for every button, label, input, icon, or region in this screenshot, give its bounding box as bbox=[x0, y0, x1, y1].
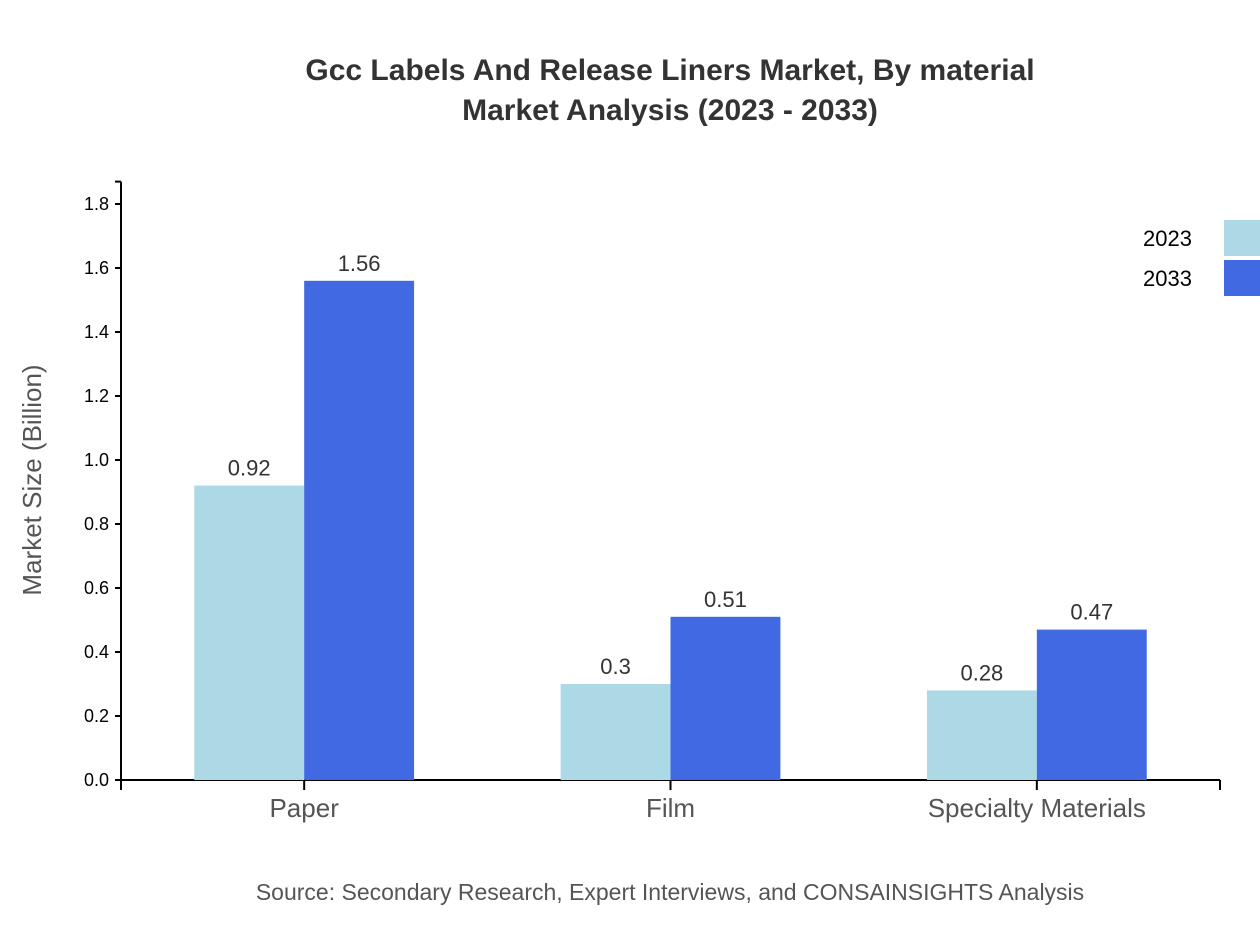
bar-2023-paper bbox=[194, 485, 305, 780]
source-note: Source: Secondary Research, Expert Inter… bbox=[256, 879, 1084, 905]
bar-2033-film bbox=[670, 616, 781, 780]
chart-subtitle: Market Analysis (2023 - 2033) bbox=[462, 94, 878, 127]
legend-swatch-2023 bbox=[1224, 220, 1260, 256]
data-label: 0.28 bbox=[960, 660, 1003, 685]
data-label: 0.3 bbox=[600, 654, 631, 679]
bar-2023-film bbox=[560, 684, 671, 780]
y-tick-label: 0.0 bbox=[84, 770, 109, 790]
x-tick-label: Film bbox=[646, 793, 695, 823]
y-tick-label: 1.6 bbox=[84, 258, 109, 278]
x-tick-label: Paper bbox=[269, 793, 339, 823]
y-tick-label: 1.4 bbox=[84, 322, 109, 342]
y-tick-label: 0.8 bbox=[84, 514, 109, 534]
data-label: 0.47 bbox=[1070, 600, 1113, 625]
bar-2033-paper bbox=[304, 280, 415, 780]
y-tick-label: 0.4 bbox=[84, 642, 109, 662]
y-tick-label: 0.6 bbox=[84, 578, 109, 598]
y-axis-label: Market Size (Billion) bbox=[17, 364, 47, 595]
legend-label: 2023 bbox=[1143, 226, 1192, 251]
x-tick-label: Specialty Materials bbox=[928, 793, 1146, 823]
data-label: 0.51 bbox=[704, 587, 747, 612]
chart-title: Gcc Labels And Release Liners Market, By… bbox=[305, 54, 1034, 87]
y-tick-label: 0.2 bbox=[84, 706, 109, 726]
bar-2023-specialty-materials bbox=[926, 690, 1037, 780]
legend-label: 2033 bbox=[1143, 266, 1192, 291]
data-label: 0.92 bbox=[228, 456, 271, 481]
data-label: 1.56 bbox=[338, 251, 381, 276]
legend-swatch-2033 bbox=[1224, 260, 1260, 296]
y-tick-label: 1.2 bbox=[84, 386, 109, 406]
y-tick-label: 1.0 bbox=[84, 450, 109, 470]
bar-2033-specialty-materials bbox=[1036, 629, 1147, 780]
y-tick-label: 1.8 bbox=[84, 194, 109, 214]
